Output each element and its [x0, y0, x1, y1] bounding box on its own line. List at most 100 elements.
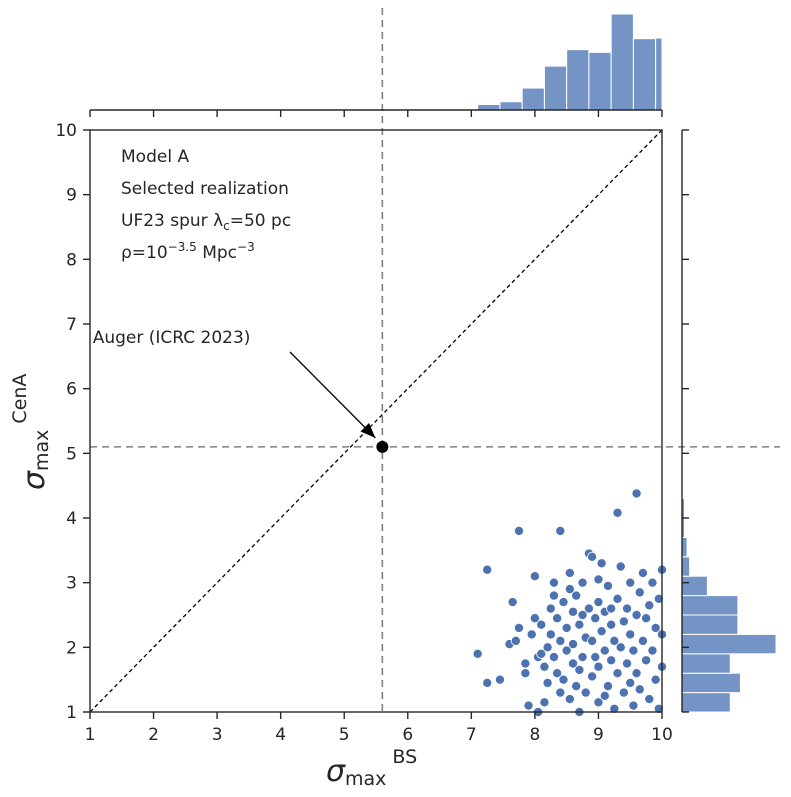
- y-tick-label: 5: [66, 444, 77, 464]
- scatter-point: [523, 700, 534, 711]
- info-line-realization: Selected realization: [121, 179, 289, 199]
- scatter-point: [548, 577, 559, 588]
- y-axis-label: σmaxCenA: [9, 374, 53, 490]
- right-hist-bar: [681, 672, 741, 694]
- scatter-point: [612, 668, 623, 679]
- scatter-point: [650, 622, 661, 633]
- scatter-point: [625, 677, 636, 688]
- scatter-point: [612, 593, 623, 604]
- scatter-point: [583, 603, 594, 614]
- right-hist-bar: [681, 653, 731, 674]
- scatter-point: [593, 661, 604, 672]
- scatter-point: [618, 687, 629, 698]
- scatter-point: [625, 577, 636, 588]
- scatter-point: [536, 619, 547, 630]
- scatter-point: [606, 655, 617, 666]
- top-marginal-histogram: [477, 13, 663, 111]
- right-hist-bar: [681, 595, 739, 616]
- scatter-point: [622, 658, 633, 669]
- scatter-point: [568, 606, 579, 617]
- scatter-point: [577, 577, 588, 588]
- scatter-point: [577, 610, 588, 621]
- scatter-point: [599, 645, 610, 656]
- scatter-point: [587, 671, 598, 682]
- scatter-point: [548, 652, 559, 663]
- right-hist-bar: [681, 633, 777, 655]
- scatter-point: [514, 622, 525, 633]
- y-tick-label: 7: [66, 315, 77, 335]
- scatter-point: [631, 610, 642, 621]
- scatter-point: [555, 635, 566, 646]
- top-hist-bar: [610, 13, 634, 111]
- scatter-point: [634, 684, 645, 695]
- x-tick-label: 5: [339, 725, 350, 745]
- scatter-point: [514, 525, 525, 536]
- main-axes-frame: [89, 129, 663, 713]
- right-hist-bar: [681, 614, 739, 635]
- scatter-point: [622, 603, 633, 614]
- scatter-point: [552, 668, 563, 679]
- diagonal-line: [89, 129, 663, 713]
- x-axis-label: σmaxBS: [326, 746, 417, 790]
- scatter-point: [558, 597, 569, 608]
- scatter-point: [587, 551, 598, 562]
- top-hist-bar: [655, 37, 663, 111]
- annotation-label: Auger (ICRC 2023): [93, 328, 251, 348]
- y-axis-ticks: 1 2 3 4 5 6 7 8 9 10: [55, 121, 689, 723]
- scatter-point: [647, 645, 658, 656]
- scatter-point: [561, 622, 572, 633]
- scatter-point: [602, 580, 613, 591]
- x-axis-ticks: 1 2 3 4 5 6 7 8 9 10: [85, 110, 673, 745]
- annotation-arrow: [289, 351, 376, 439]
- scatter-point: [637, 635, 648, 646]
- scatter-point: [644, 694, 655, 705]
- scatter-points: [472, 488, 668, 718]
- y-tick-label: 9: [66, 186, 77, 206]
- right-marginal-histogram: [681, 498, 777, 713]
- scatter-point: [641, 655, 652, 666]
- scatter-point: [606, 619, 617, 630]
- scatter-point: [593, 697, 604, 708]
- scatter-point: [561, 645, 572, 656]
- scatter-point: [618, 616, 629, 627]
- scatter-point: [507, 597, 518, 608]
- scatter-point: [590, 613, 601, 624]
- scatter-point: [641, 613, 652, 624]
- scatter-point: [529, 571, 540, 582]
- x-tick-label: 9: [593, 725, 604, 745]
- auger-reference-point: [376, 440, 389, 453]
- x-tick-label: 2: [148, 725, 159, 745]
- scatter-point: [593, 597, 604, 608]
- scatter-point: [564, 694, 575, 705]
- scatter-point: [596, 626, 607, 637]
- scatter-point: [634, 587, 645, 598]
- scatter-point: [590, 652, 601, 663]
- scatter-point: [568, 639, 579, 650]
- top-hist-bar: [521, 87, 545, 111]
- scatter-point: [510, 635, 521, 646]
- scatter-point: [615, 642, 626, 653]
- scatter-point: [542, 642, 553, 653]
- x-tick-label: 10: [651, 725, 673, 745]
- scatter-point: [552, 613, 563, 624]
- x-tick-label: 1: [85, 725, 96, 745]
- scatter-point: [587, 635, 598, 646]
- y-tick-label: 4: [66, 509, 77, 529]
- scatter-point: [472, 648, 483, 659]
- scatter-point: [571, 681, 582, 692]
- scatter-point: [526, 629, 537, 640]
- scatter-point: [606, 603, 617, 614]
- scatter-point: [520, 658, 531, 669]
- right-hist-bar: [681, 692, 731, 713]
- scatter-point: [644, 600, 655, 611]
- scatter-point: [542, 677, 553, 688]
- scatter-point: [494, 674, 505, 685]
- scatter-point: [520, 668, 531, 679]
- right-hist-bar: [681, 536, 688, 558]
- scatter-point: [555, 525, 566, 536]
- scatter-point: [536, 648, 547, 659]
- scatter-point: [548, 590, 559, 601]
- x-tick-label: 4: [275, 725, 286, 745]
- scatter-point: [577, 652, 588, 663]
